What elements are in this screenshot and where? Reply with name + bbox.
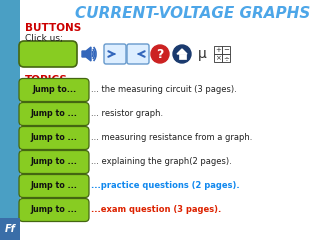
Text: Jump to...: Jump to... xyxy=(32,85,76,95)
Text: μ: μ xyxy=(198,47,206,61)
Polygon shape xyxy=(177,49,187,54)
Text: ...practice questions (2 pages).: ...practice questions (2 pages). xyxy=(91,181,240,191)
FancyBboxPatch shape xyxy=(19,174,89,198)
Polygon shape xyxy=(82,47,91,61)
FancyBboxPatch shape xyxy=(19,41,77,67)
Text: +: + xyxy=(215,47,221,53)
Text: Click us;: Click us; xyxy=(25,34,63,42)
FancyBboxPatch shape xyxy=(19,78,89,102)
Text: Jump to ...: Jump to ... xyxy=(31,205,77,215)
Circle shape xyxy=(173,45,191,63)
FancyBboxPatch shape xyxy=(222,46,230,54)
Text: ×: × xyxy=(215,55,221,61)
FancyBboxPatch shape xyxy=(179,54,186,59)
Text: Jump to ...: Jump to ... xyxy=(31,109,77,119)
FancyBboxPatch shape xyxy=(19,150,89,174)
Text: Jump to ...: Jump to ... xyxy=(31,133,77,143)
FancyBboxPatch shape xyxy=(214,54,222,62)
FancyBboxPatch shape xyxy=(19,102,89,126)
Text: CURRENT-VOLTAGE GRAPHS: CURRENT-VOLTAGE GRAPHS xyxy=(75,6,310,20)
Text: Jump to ...: Jump to ... xyxy=(31,157,77,167)
Text: ... explaining the graph(2 pages).: ... explaining the graph(2 pages). xyxy=(91,157,232,167)
FancyBboxPatch shape xyxy=(127,44,149,64)
Text: ?: ? xyxy=(156,48,164,60)
Text: ...exam question (3 pages).: ...exam question (3 pages). xyxy=(91,205,221,215)
FancyBboxPatch shape xyxy=(19,126,89,150)
Text: ÷: ÷ xyxy=(223,55,229,61)
Circle shape xyxy=(151,45,169,63)
FancyBboxPatch shape xyxy=(19,198,89,222)
Text: −: − xyxy=(223,47,229,53)
FancyBboxPatch shape xyxy=(104,44,126,64)
FancyBboxPatch shape xyxy=(0,0,20,240)
Text: Ff: Ff xyxy=(4,224,15,234)
FancyBboxPatch shape xyxy=(214,46,222,54)
Text: ... measuring resistance from a graph.: ... measuring resistance from a graph. xyxy=(91,133,252,143)
FancyBboxPatch shape xyxy=(0,218,20,240)
Text: BUTTONS: BUTTONS xyxy=(25,23,81,33)
Text: TOPICS: TOPICS xyxy=(25,75,68,85)
FancyBboxPatch shape xyxy=(222,54,230,62)
Text: ... the measuring circuit (3 pages).: ... the measuring circuit (3 pages). xyxy=(91,85,237,95)
Text: ... resistor graph.: ... resistor graph. xyxy=(91,109,163,119)
Text: Jump to ...: Jump to ... xyxy=(31,181,77,191)
